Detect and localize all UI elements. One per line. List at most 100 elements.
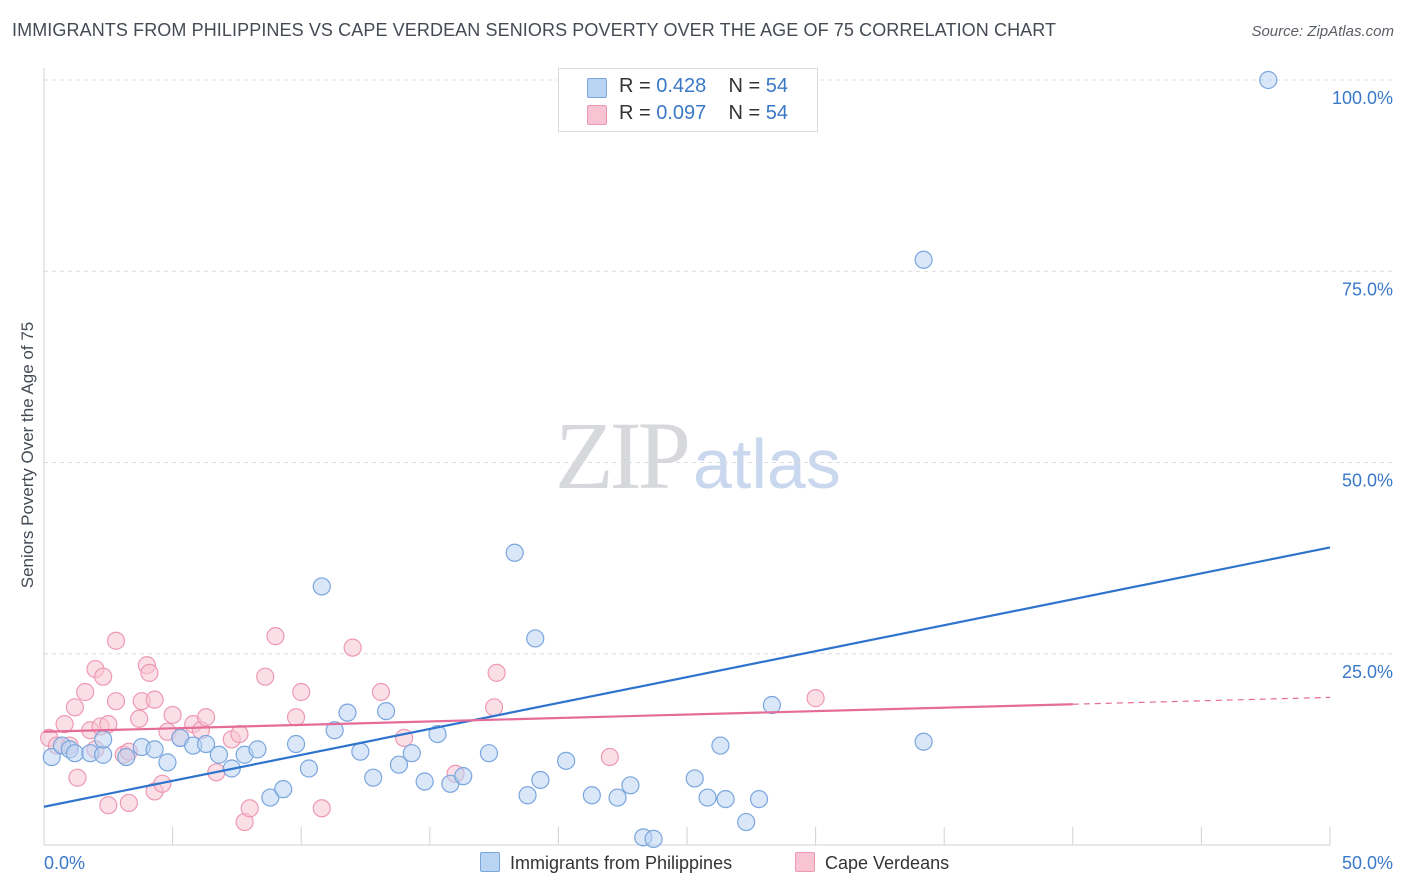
philippines-point [402, 744, 421, 763]
philippines-point [685, 769, 704, 788]
philippines-point [351, 742, 370, 761]
philippines-point [65, 744, 84, 763]
y-tick-label: 75.0% [1342, 279, 1393, 299]
philippines-point [1259, 70, 1278, 90]
tick-labels: 25.0% 50.0% 75.0% 100.0% 0.0% 50.0% [44, 88, 1393, 873]
bottom-legend-swatch-philippines [480, 852, 500, 872]
y-tick-label: 50.0% [1342, 471, 1393, 491]
philippines-point [312, 577, 331, 596]
bottom-legend-swatch-cape-verdeans [795, 852, 815, 872]
cape-verdeans-point [240, 799, 259, 818]
philippines-point [389, 755, 409, 774]
source-label: Source: ZipAtlas.com [1251, 23, 1394, 40]
philippines-point [196, 734, 216, 754]
y-tick-label: 25.0% [1342, 662, 1393, 682]
cape-verdeans-point [266, 627, 285, 646]
philippines-point [117, 747, 136, 767]
chart-title: IMMIGRANTS FROM PHILIPPINES VS CAPE VERD… [12, 20, 1057, 40]
philippines-point [325, 721, 344, 740]
cape-verdeans-point [106, 692, 126, 711]
trend-lines [43, 546, 1331, 808]
cape-verdeans-point [65, 698, 84, 717]
cape-verdeans-point [68, 768, 87, 787]
cape-verdeans-point [600, 747, 619, 767]
cape-verdeans-point [256, 667, 275, 686]
philippines-point [338, 703, 357, 722]
philippines-point [518, 786, 537, 805]
philippines-point [505, 543, 524, 562]
philippines-point [914, 732, 933, 751]
watermark-atlas: atlas [693, 425, 841, 503]
philippines-point [531, 770, 550, 790]
cape-verdeans-point [119, 793, 138, 813]
axes [43, 68, 1331, 846]
cape-verdeans-point [163, 705, 182, 725]
philippines-point [608, 788, 627, 807]
x-tick-label: 0.0% [44, 853, 85, 873]
bottom-legend-cape-verdeans: Cape Verdeans [795, 852, 949, 874]
philippines-point [526, 629, 545, 648]
cape-verdeans-point [343, 638, 362, 657]
philippines-point [914, 250, 933, 269]
watermark-zip: ZIP [555, 402, 691, 509]
philippines-point [364, 768, 383, 787]
philippines-point [479, 744, 499, 763]
philippines-trend-line [43, 546, 1331, 808]
legend-r-label: R = [619, 102, 657, 124]
cape-verdeans-point [140, 663, 159, 682]
cape-verdeans-point [76, 682, 95, 702]
cape-verdeans-point [286, 708, 306, 727]
cape-verdeans-point [371, 682, 391, 702]
philippines-point [749, 789, 769, 809]
legend-swatch-cape-verdeans [587, 105, 607, 125]
philippines-point [94, 745, 113, 764]
philippines-point [248, 740, 267, 759]
x-tick-label: 50.0% [1342, 853, 1393, 873]
philippines-points [42, 70, 1278, 848]
philippines-point [737, 812, 756, 832]
correlation-legend: R = 0.428 N = 54 R = 0.097 N = 54 [558, 68, 818, 132]
bottom-legend-label: Cape Verdeans [825, 853, 950, 873]
legend-n-label: N = [728, 75, 766, 97]
philippines-point [209, 745, 228, 764]
philippines-point [94, 730, 113, 749]
bottom-legend-label: Immigrants from Philippines [510, 853, 733, 873]
philippines-point [716, 789, 735, 809]
philippines-point [454, 767, 473, 786]
philippines-point [42, 747, 61, 767]
philippines-point [428, 724, 447, 744]
cape-verdeans-point [485, 698, 504, 717]
cape-verdeans-point [99, 796, 118, 815]
cape-verdeans-point [145, 690, 164, 709]
cape-verdeans-point [487, 663, 506, 682]
cape-verdeans-point [312, 799, 331, 818]
cape-verdeans-point [130, 709, 149, 728]
cape-verdeans-point [230, 724, 249, 744]
philippines-point [698, 788, 717, 807]
cape-verdeans-trend-extension [1072, 696, 1331, 705]
philippines-point [158, 753, 177, 772]
philippines-point [711, 736, 730, 755]
bottom-legend-philippines: Immigrants from Philippines [480, 852, 732, 874]
philippines-point [644, 829, 663, 848]
grid-lines [44, 79, 1392, 655]
watermark: ZIPatlas [555, 400, 841, 511]
legend-n-value: 54 [765, 75, 789, 97]
legend-n-value: 54 [765, 102, 789, 124]
legend-r-value: 0.097 [656, 102, 707, 124]
cape-verdeans-point [55, 715, 74, 734]
cape-verdeans-point [292, 682, 311, 702]
philippines-point [286, 734, 306, 754]
philippines-point [621, 776, 640, 795]
philippines-point [261, 788, 280, 807]
cape-verdeans-point [196, 708, 216, 727]
legend-swatch-philippines [587, 78, 607, 98]
cape-verdeans-trend-line [43, 703, 1073, 733]
philippines-point [415, 772, 434, 791]
legend-n-label: N = [728, 102, 766, 124]
philippines-point [274, 780, 293, 799]
philippines-point [299, 759, 319, 778]
legend-r-label: R = [619, 75, 657, 97]
philippines-point [582, 786, 601, 805]
philippines-point [376, 702, 396, 721]
